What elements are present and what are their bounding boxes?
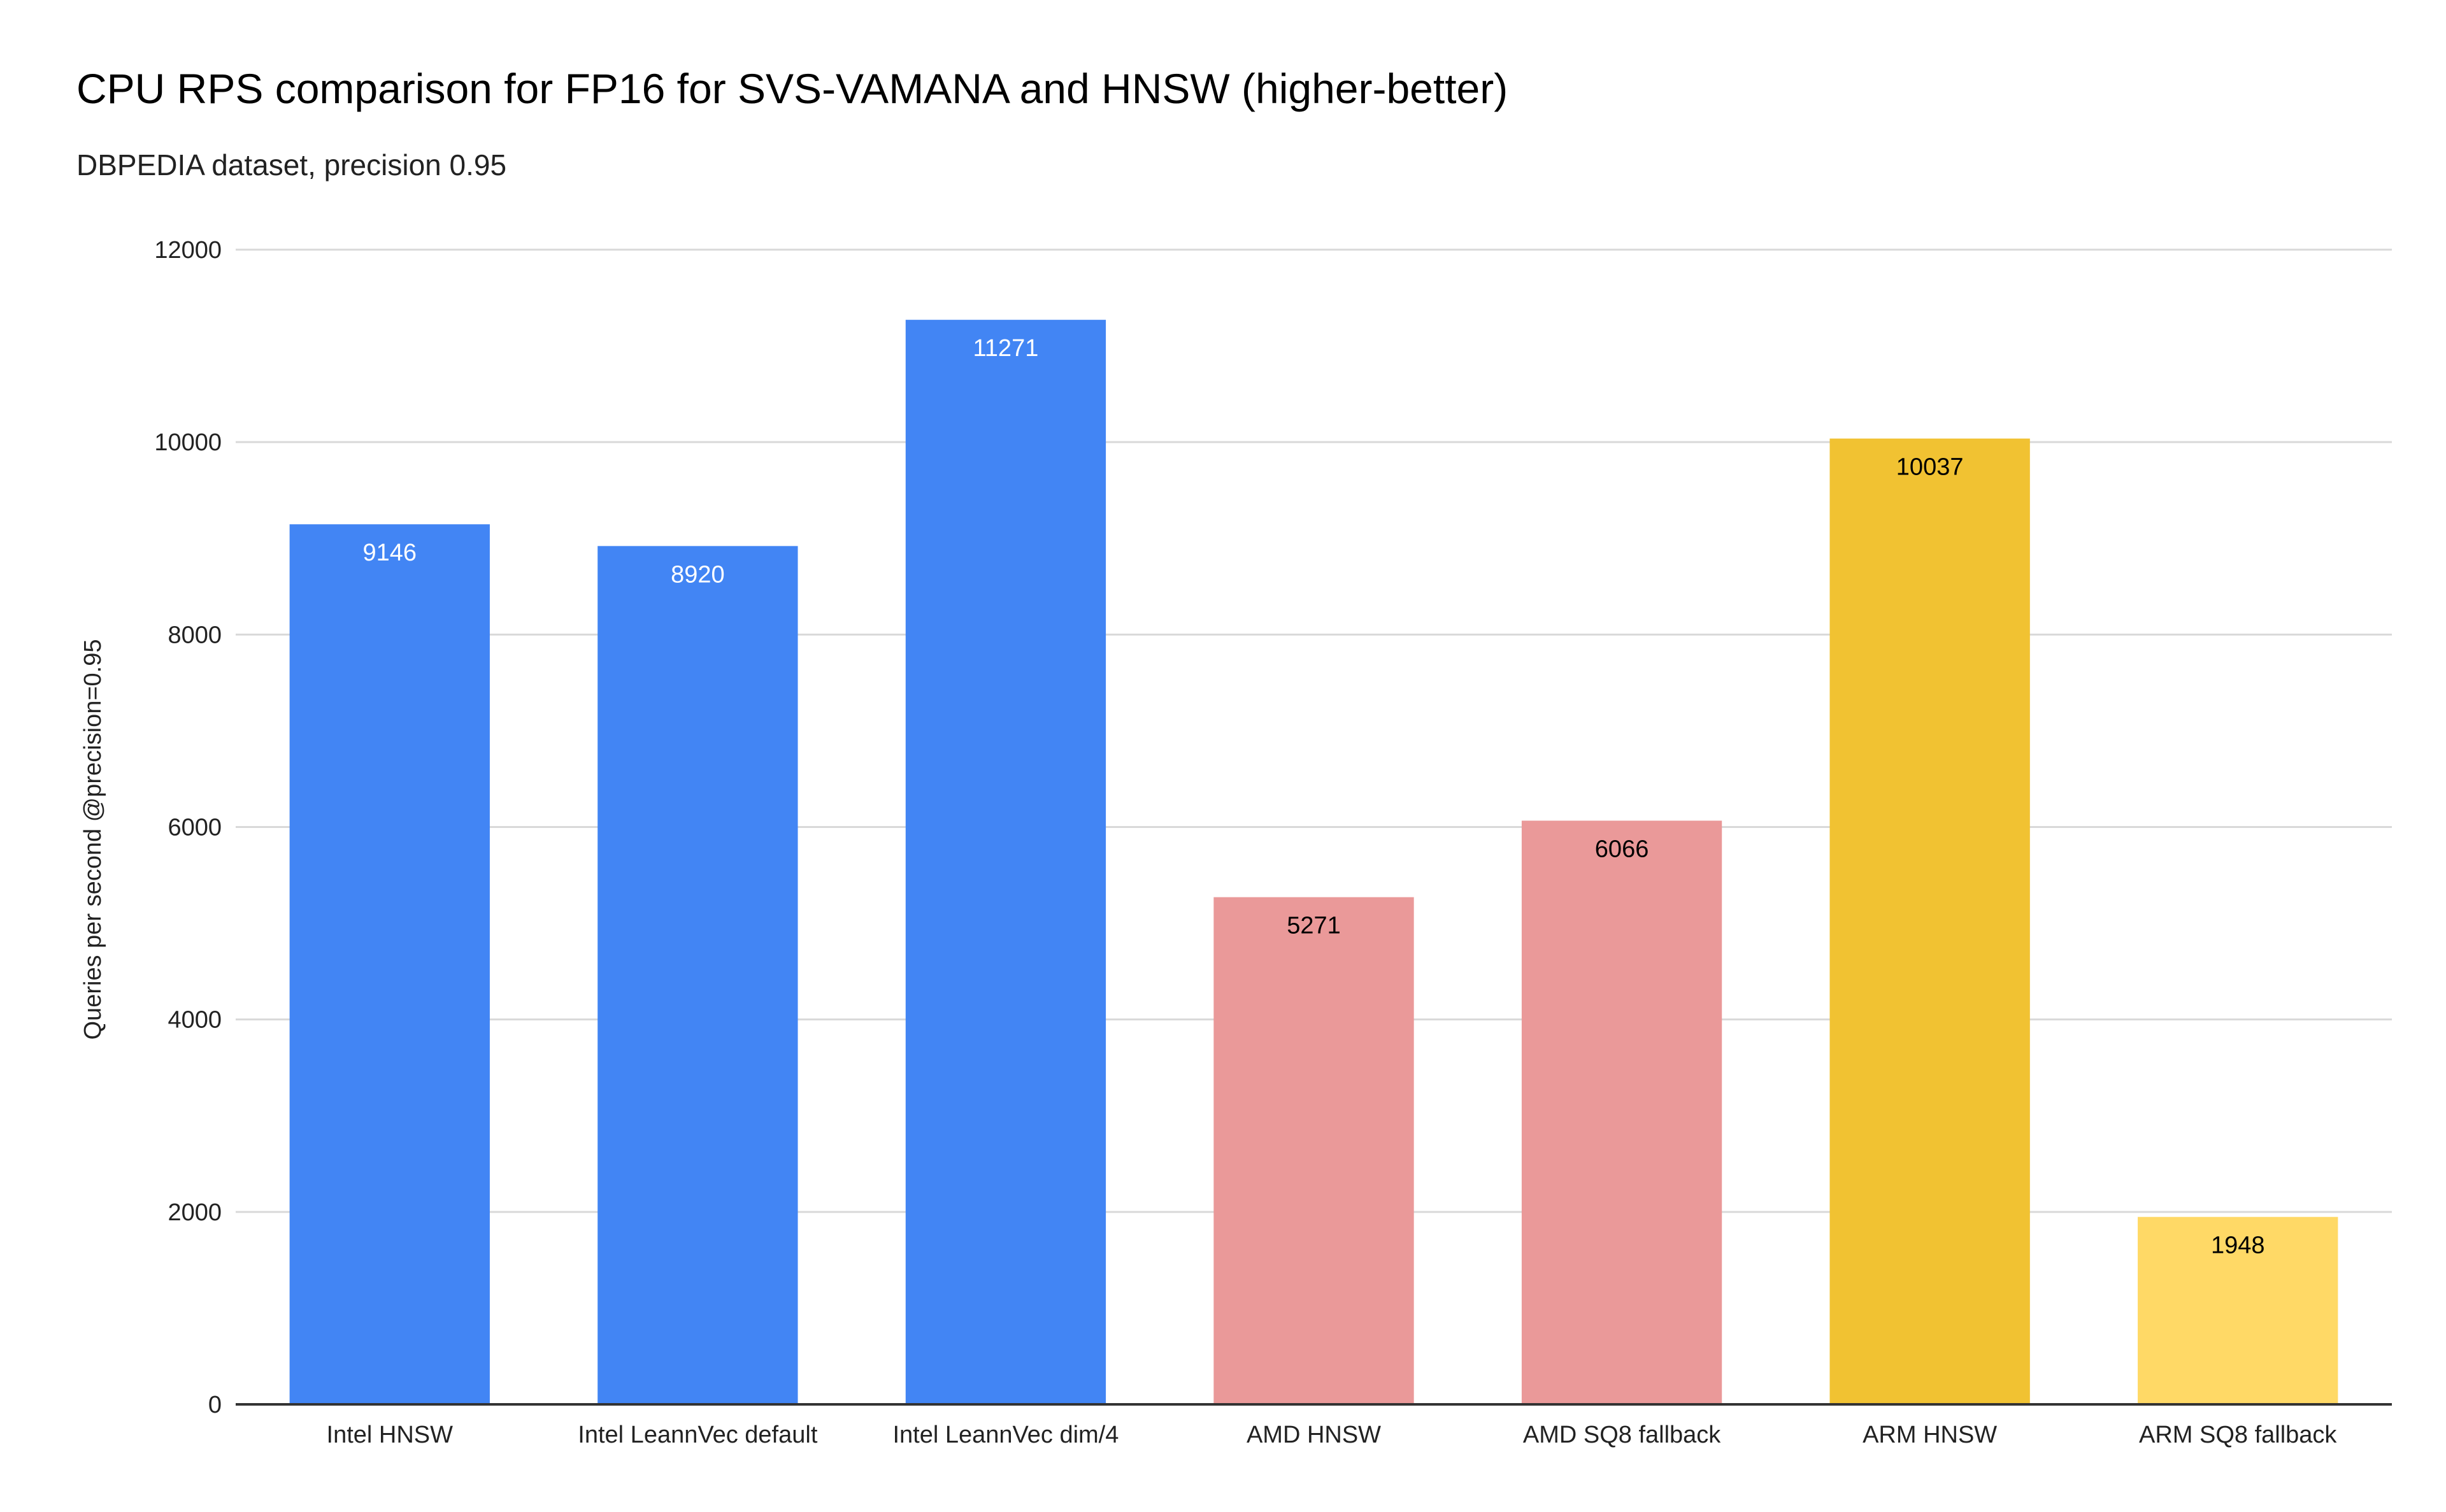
bar [1521,820,1722,1404]
y-tick-label: 6000 [168,815,222,841]
y-tick-label: 0 [208,1392,222,1418]
data-label: 11271 [973,335,1038,362]
y-tick-label: 10000 [154,429,222,456]
x-tick-labels: Intel HNSW Intel LeannVec default Intel Le… [327,1422,2338,1448]
y-tick-label: 12000 [154,237,222,264]
bar [597,546,798,1404]
y-tick-label: 4000 [168,1007,222,1034]
x-tick-label: ARM SQ8 fallback [2139,1422,2337,1448]
x-tick-label: AMD SQ8 fallback [1523,1422,1721,1448]
bars [289,320,2338,1404]
x-tick-label: Intel LeannVec dim/4 [892,1422,1119,1448]
x-tick-label: ARM HNSW [1863,1422,1997,1448]
bar [2138,1216,2338,1404]
data-label: 10037 [1896,454,1964,481]
bar [1213,897,1414,1404]
chart-subtitle: DBPEDIA dataset, precision 0.95 [76,148,506,182]
data-label: 1948 [2211,1232,2265,1259]
y-axis-label: Queries per second @precision=0.95 [80,639,106,1040]
x-tick-label: AMD HNSW [1247,1422,1381,1448]
data-label: 5271 [1287,913,1341,939]
gridlines [236,248,2392,1213]
bar [1829,438,2030,1404]
x-tick-label: Intel HNSW [327,1422,454,1448]
x-tick-label: Intel LeannVec default [578,1422,818,1448]
y-tick-label: 8000 [168,622,222,648]
data-label: 6066 [1595,836,1649,863]
chart-title: CPU RPS comparison for FP16 for SVS-VAMA… [76,65,1508,112]
bar [905,320,1106,1404]
y-tick-label: 2000 [168,1199,222,1226]
data-label: 8920 [671,561,725,588]
y-tick-labels: 0 2000 4000 6000 8000 10000 12000 [154,237,222,1418]
bar [289,524,490,1404]
data-label: 9146 [363,539,417,566]
data-labels: 9146 8920 11271 5271 6066 10037 1948 [363,335,2265,1259]
